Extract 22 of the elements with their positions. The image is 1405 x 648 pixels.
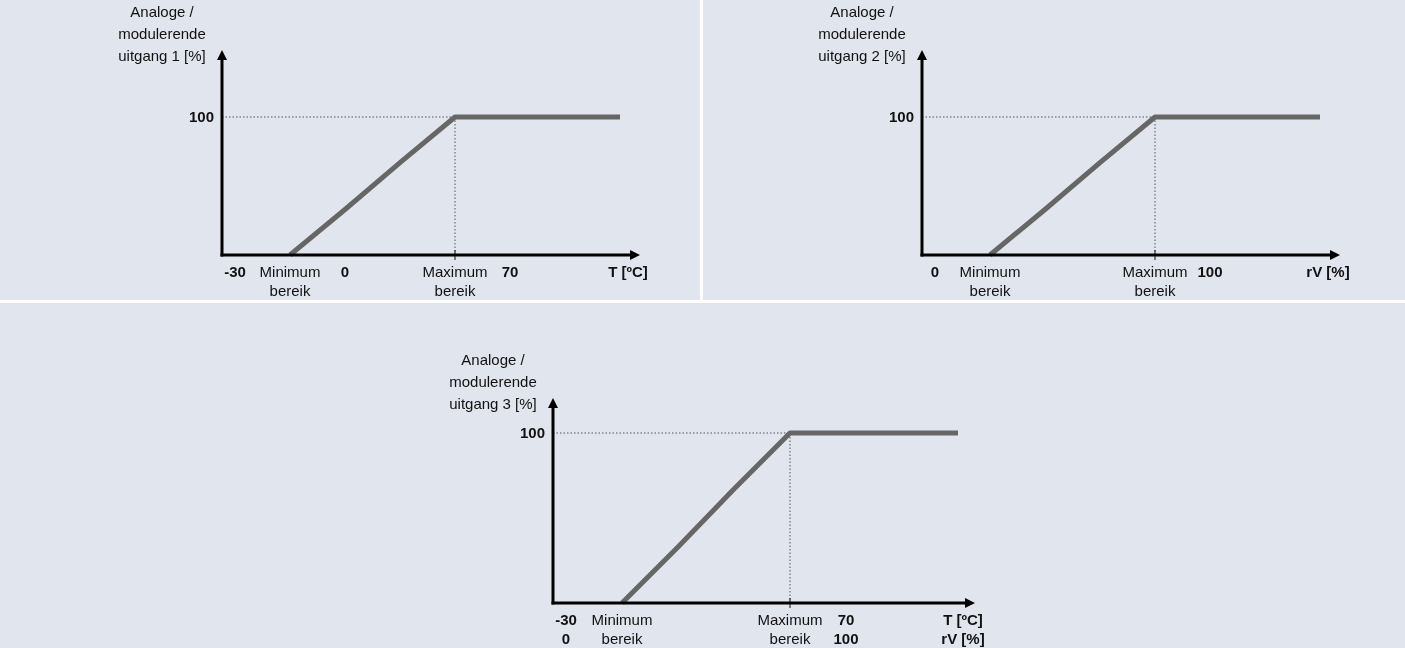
- x-tick-label: 70 100: [833, 611, 859, 647]
- x-tick-label: 100: [1197, 263, 1223, 280]
- x-tick-label: 0: [930, 263, 940, 280]
- x-axis-title: T [ºC] rV [%]: [941, 611, 985, 647]
- x-tick-label: Minimum bereik: [259, 263, 321, 299]
- y-axis-title: Analoge / modulerende uitgang 3 [%]: [449, 351, 537, 412]
- y-axis-title: Analoge / modulerende uitgang 2 [%]: [818, 3, 906, 64]
- x-tick-label: Minimum bereik: [959, 263, 1021, 299]
- x-tick-label: Minimum bereik: [591, 611, 653, 647]
- x-tick-label: 0: [340, 263, 350, 280]
- x-tick-label: -30 0: [555, 611, 577, 647]
- ref-line-label: 100: [188, 108, 214, 125]
- ref-line-label: 100: [888, 108, 914, 125]
- x-tick-label: Maximum bereik: [757, 611, 823, 647]
- x-tick-label: -30: [224, 263, 246, 280]
- x-tick-label: 70: [501, 263, 519, 280]
- x-tick-label: Maximum bereik: [1122, 263, 1188, 299]
- x-axis-title: rV [%]: [1306, 263, 1350, 280]
- x-axis-title: T [ºC]: [608, 263, 648, 280]
- ref-line-label: 100: [519, 424, 545, 441]
- y-axis-title: Analoge / modulerende uitgang 1 [%]: [118, 3, 206, 64]
- x-tick-label: Maximum bereik: [422, 263, 488, 299]
